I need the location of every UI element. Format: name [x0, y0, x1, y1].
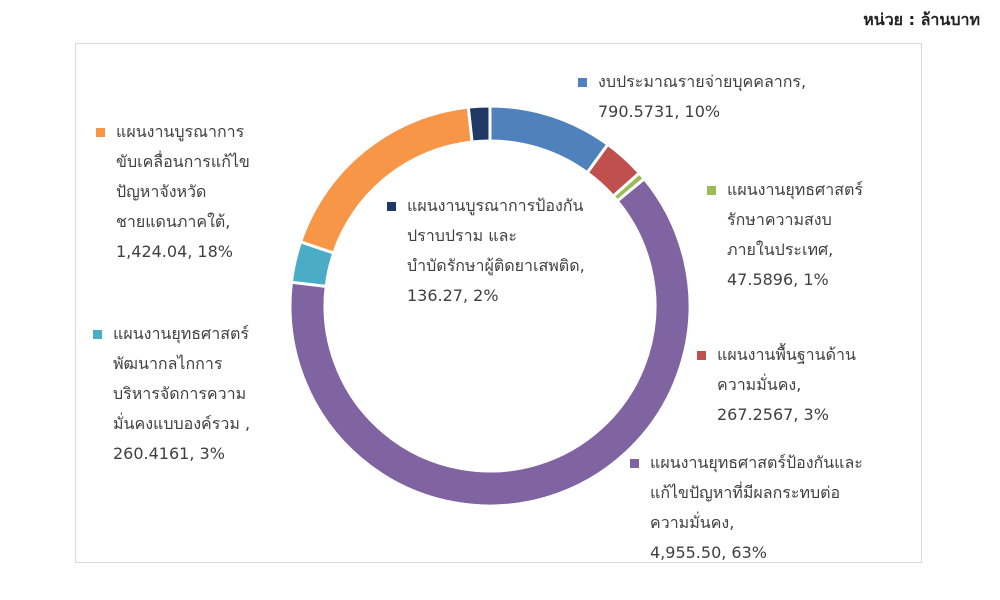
legend-label-5-line-4: มั่นคงแบบองค์รวม , — [113, 414, 251, 433]
legend-label-5-line-2: พัฒนากลไกการ — [113, 354, 223, 373]
legend-value-1: 790.5731, 10% — [598, 102, 721, 121]
legend-item-2: แผนงานพื้นฐานด้านความมั่นคง, 267.2567, 3% — [697, 340, 856, 430]
legend-value-5: 260.4161, 3% — [113, 444, 225, 463]
legend-label-6-line-2: ขับเคลื่อนการแก้ไข — [116, 152, 250, 171]
legend-label-4-line-1: แผนงานยุทธศาสตร์ป้องกันและ — [650, 453, 863, 472]
legend-item-3: แผนงานยุทธศาสตร์รักษาความสงบภายในประเทศ,… — [707, 175, 863, 295]
unit-label: หน่วย : ล้านบาท — [863, 10, 980, 29]
legend-label-5-line-3: บริหารจัดการความ — [113, 384, 247, 403]
legend-value-4: 4,955.50, 63% — [650, 543, 767, 562]
legend-marker-3 — [707, 186, 716, 195]
legend-item-6: แผนงานบูรณาการขับเคลื่อนการแก้ไขปัญหาจัง… — [96, 117, 250, 267]
legend-marker-6 — [96, 128, 105, 137]
legend-label-1-line-1: งบประมาณรายจ่ายบุคคลากร, — [598, 72, 807, 91]
legend-label-2-line-1: แผนงานพื้นฐานด้าน — [717, 345, 856, 364]
legend-item-5: แผนงานยุทธศาสตร์พัฒนากลไกการบริหารจัดการ… — [93, 319, 250, 469]
legend-label-7-line-1: แผนงานบูรณาการป้องกัน — [407, 196, 584, 215]
legend-label-7-line-3: บำบัดรักษาผู้ติดยาเสพติด, — [407, 256, 585, 275]
chart-frame — [75, 43, 922, 563]
legend-value-6: 1,424.04, 18% — [116, 242, 233, 261]
legend-marker-4 — [630, 459, 639, 468]
legend-label-6-line-4: ชายแดนภาคใต้, — [116, 212, 231, 231]
legend-label-4-line-2: แก้ไขปัญหาที่มีผลกระทบต่อ — [650, 483, 841, 502]
legend-value-3: 47.5896, 1% — [727, 270, 829, 289]
legend-value-2: 267.2567, 3% — [717, 405, 829, 424]
legend-label-5-line-1: แผนงานยุทธศาสตร์ — [113, 324, 249, 343]
legend-item-1: งบประมาณรายจ่ายบุคคลากร, 790.5731, 10% — [578, 67, 806, 127]
donut-slice-4 — [288, 176, 692, 508]
legend-label-3-line-1: แผนงานยุทธศาสตร์ — [727, 180, 863, 199]
legend-label-7-line-2: ปราบปราม และ — [407, 226, 517, 245]
legend-item-4: แผนงานยุทธศาสตร์ป้องกันและแก้ไขปัญหาที่ม… — [630, 448, 863, 568]
legend-marker-2 — [697, 351, 706, 360]
donut-slice-7 — [466, 104, 492, 144]
legend-label-6-line-3: ปัญหาจังหวัด — [116, 182, 207, 201]
legend-label-6-line-1: แผนงานบูรณาการ — [116, 122, 245, 141]
legend-label-3-line-3: ภายในประเทศ, — [727, 240, 834, 259]
legend-marker-5 — [93, 330, 102, 339]
legend-label-3-line-2: รักษาความสงบ — [727, 210, 832, 229]
legend-value-7: 136.27, 2% — [407, 286, 499, 305]
legend-marker-7 — [387, 202, 396, 211]
legend-item-7: แผนงานบูรณาการป้องกันปราบปราม และบำบัดรั… — [387, 191, 585, 311]
legend-label-4-line-3: ความมั่นคง, — [650, 513, 735, 532]
legend-marker-1 — [578, 78, 587, 87]
legend-label-2-line-2: ความมั่นคง, — [717, 375, 802, 394]
